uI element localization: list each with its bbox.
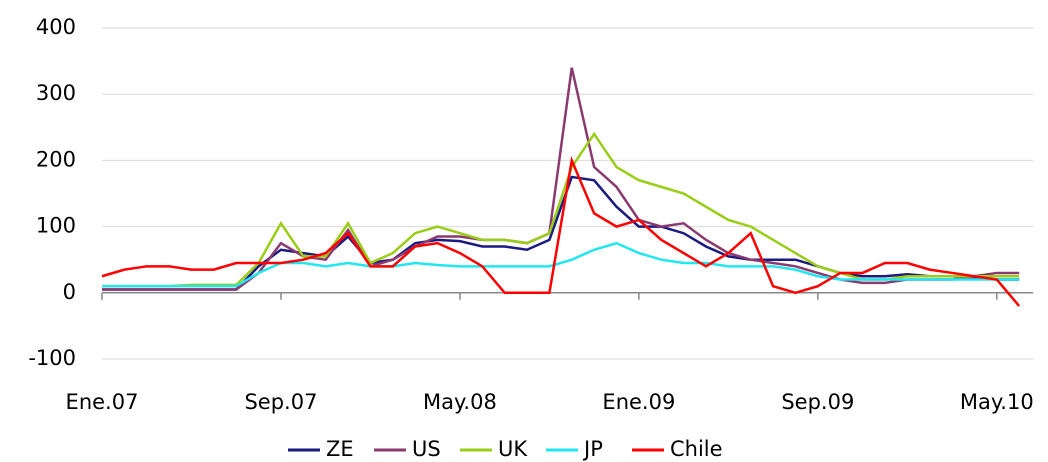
legend-label: Chile	[670, 437, 723, 461]
x-tick-label: Ene.07	[66, 390, 139, 414]
x-tick-label: Sep.09	[781, 390, 854, 414]
y-tick-label: 0	[63, 280, 76, 304]
y-tick-label: 200	[36, 147, 76, 171]
legend-label: US	[412, 437, 441, 461]
y-tick-label: 100	[36, 214, 76, 238]
legend-label: ZE	[326, 437, 354, 461]
series-line	[102, 175, 1020, 291]
legend-label: UK	[498, 437, 528, 461]
series-line	[102, 241, 1020, 288]
y-tick-label: 400	[36, 15, 76, 39]
x-tick-label: May.10	[960, 390, 1034, 414]
x-tick-label: May.08	[423, 390, 497, 414]
y-tick-label: -100	[28, 346, 76, 370]
y-tick-label: 300	[36, 81, 76, 105]
series-line	[101, 155, 1021, 307]
x-tick-label: Sep.07	[244, 390, 317, 414]
series-line	[102, 67, 1020, 291]
x-tick-label: Ene.09	[602, 390, 675, 414]
legend-label: JP	[582, 437, 603, 461]
